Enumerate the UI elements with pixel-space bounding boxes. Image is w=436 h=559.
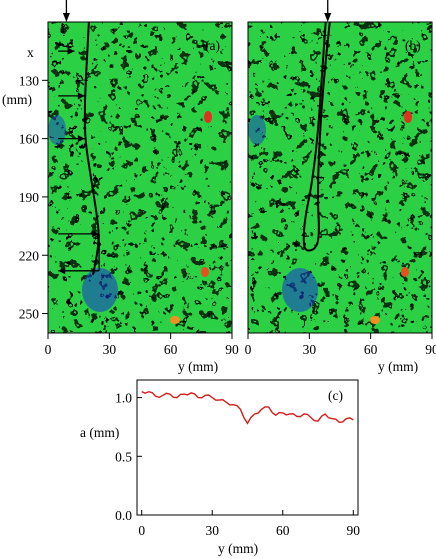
- panel-b-y-tick-label: 0: [245, 342, 252, 357]
- panel-c-label: (c): [328, 388, 343, 403]
- panel-b-y-tick-label: 30: [303, 342, 317, 357]
- heatmap-a-red-spot: [204, 111, 212, 123]
- heatmap-b-red-spot-2: [401, 267, 409, 277]
- panel-a-arrows: [58, 0, 100, 275]
- panel-a-flow-arrow-head: [77, 92, 85, 100]
- panel-a-y-tick-label: 60: [164, 342, 178, 357]
- panel-a-label: (a): [205, 38, 220, 53]
- panel-b-heatmap: (b): [247, 0, 433, 334]
- panel-a-y-tick-label: 90: [225, 342, 239, 357]
- panel-a-x-axis: x (mm) 130 160 190 220 250: [2, 45, 48, 322]
- heatmap-a-blue-patch: [82, 268, 118, 312]
- panel-b-inlet-arrow-head: [324, 13, 332, 22]
- panel-c-y-tick-label: 1.0: [115, 391, 132, 406]
- panel-c-y-axis-label: a (mm): [80, 425, 119, 440]
- panel-a-x-axis-unit: (mm): [2, 92, 32, 107]
- panel-a-y-axis: y (mm) 0 30 60 90: [45, 333, 239, 374]
- heatmap-a-red-spot-2: [201, 267, 209, 277]
- panel-a-x-axis-label: x: [27, 45, 34, 60]
- heatmap-b-red-spot: [404, 111, 412, 123]
- panel-a-flow-arrow-head: [92, 230, 100, 238]
- panel-a-x-tick-label: 220: [19, 248, 40, 263]
- panel-b-frame: [247, 21, 433, 334]
- heatmap-b-orange-spot: [370, 316, 380, 324]
- panel-c-y-tick-label: 0.5: [115, 449, 132, 464]
- panel-a-flow-arrow-head: [77, 135, 85, 143]
- heatmap-a-blue-patch-2: [48, 115, 66, 145]
- panel-c-series-line: [141, 390, 354, 425]
- panel-c-x-tick-label: 0: [138, 523, 145, 538]
- panel-b-y-axis: y (mm) 0 30 60 90: [245, 333, 436, 374]
- panel-a-x-tick-label: 250: [19, 307, 40, 322]
- panel-b-crack-curve: [302, 21, 331, 252]
- panel-a-flow-arrow-head: [67, 47, 75, 55]
- panel-a-heatmap: (a): [47, 0, 233, 334]
- heatmap-b-blue-patch-2: [248, 115, 266, 145]
- panel-c-line-chart: (c) a (mm) y (mm) 0 30 60 90 0.0 0.5 1.0: [80, 379, 361, 556]
- panel-b-arrows: [324, 0, 332, 22]
- panel-a-x-tick-label: 130: [19, 73, 40, 88]
- panel-b-label: (b): [405, 38, 421, 53]
- panel-b-y-axis-label: y (mm): [378, 359, 418, 374]
- panel-a-frame: [47, 21, 233, 334]
- panel-c-x-tick-label: 30: [205, 523, 219, 538]
- panel-b-y-tick-label: 60: [364, 342, 378, 357]
- heatmap-b-blue-patch: [282, 268, 318, 312]
- panel-c-x-tick-label: 60: [276, 523, 290, 538]
- panel-c-x-tick-label: 90: [347, 523, 361, 538]
- panel-b-y-tick-label: 90: [425, 342, 436, 357]
- panel-a-x-tick-label: 190: [19, 190, 40, 205]
- panel-a-x-tick-label: 160: [19, 132, 40, 147]
- panel-c-x-axis-label: y (mm): [218, 541, 258, 556]
- heatmap-a-orange-spot: [170, 316, 180, 324]
- panel-a-y-tick-label: 30: [103, 342, 117, 357]
- panel-c-frame: [136, 379, 359, 516]
- panel-a-inlet-arrow-head: [62, 13, 70, 22]
- panel-a-flow-arrow-head: [58, 267, 66, 275]
- panel-a-y-tick-label: 0: [45, 342, 52, 357]
- panel-a-y-axis-label: y (mm): [178, 359, 218, 374]
- panel-c-y-tick-label: 0.0: [115, 508, 132, 523]
- panel-a-crack-curve: [83, 21, 100, 275]
